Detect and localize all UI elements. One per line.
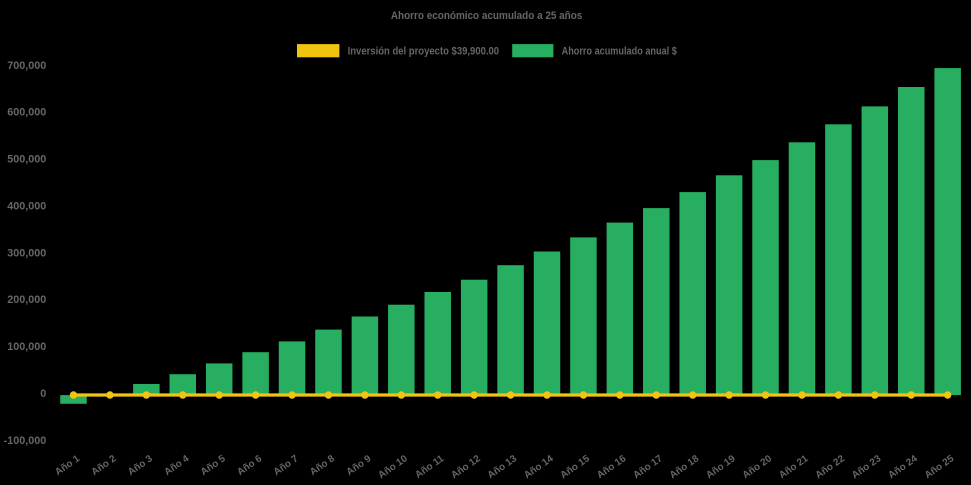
svg-text:600,000: 600,000: [7, 107, 46, 119]
svg-text:0: 0: [40, 388, 46, 400]
svg-text:Inversión del proyecto $39,900: Inversión del proyecto $39,900.00: [348, 45, 500, 57]
svg-text:400,000: 400,000: [7, 200, 46, 212]
svg-text:100,000: 100,000: [7, 341, 46, 353]
svg-text:300,000: 300,000: [7, 247, 46, 259]
svg-text:700,000: 700,000: [7, 60, 46, 72]
svg-text:500,000: 500,000: [7, 154, 46, 166]
svg-text:-100,000: -100,000: [4, 435, 47, 447]
svg-text:Ahorro acumulado anual $: Ahorro acumulado anual $: [562, 45, 677, 57]
svg-text:Ahorro económico acumulado a 2: Ahorro económico acumulado a 25 años: [391, 10, 583, 22]
svg-text:200,000: 200,000: [7, 294, 46, 306]
